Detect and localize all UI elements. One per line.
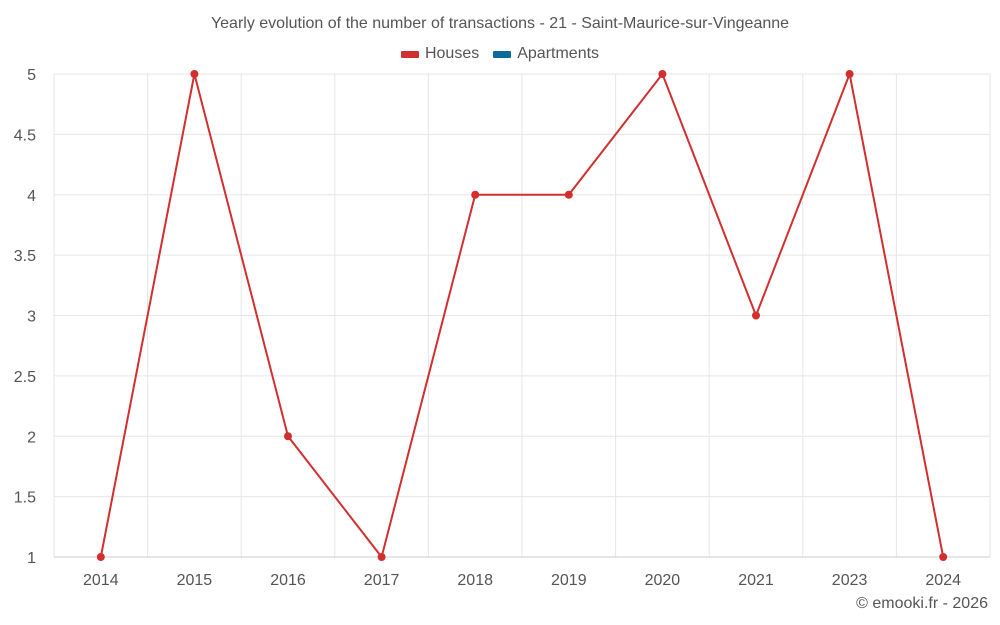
y-tick-label: 2 xyxy=(27,429,36,446)
x-tick-label: 2024 xyxy=(925,572,961,589)
data-point-houses xyxy=(564,190,573,199)
y-tick-label: 5 xyxy=(27,67,36,84)
x-tick-label: 2018 xyxy=(457,572,493,589)
data-point-houses xyxy=(939,553,948,561)
y-tick-label: 3 xyxy=(27,309,36,326)
y-tick-label: 2.5 xyxy=(14,369,36,386)
chart-title: Yearly evolution of the number of transa… xyxy=(210,15,790,32)
data-point-houses xyxy=(658,70,667,78)
legend: Houses Apartments xyxy=(0,45,1000,63)
data-point-houses xyxy=(190,70,199,78)
x-tick-label: 2015 xyxy=(177,572,213,589)
x-tick-label: 2023 xyxy=(832,572,868,589)
legend-swatch-houses xyxy=(400,50,419,58)
y-tick-label: 4.5 xyxy=(14,127,36,144)
credit-text: © emooki.fr - 2026 xyxy=(856,595,988,612)
legend-item-apartments[interactable]: Apartments xyxy=(493,45,599,63)
data-point-houses xyxy=(96,553,105,561)
x-tick-label: 2014 xyxy=(83,572,119,589)
data-point-houses xyxy=(377,553,386,561)
x-tick-label: 2021 xyxy=(738,572,774,589)
legend-label-houses: Houses xyxy=(424,45,480,62)
legend-label-apartments: Apartments xyxy=(517,45,600,62)
y-tick-label: 1 xyxy=(27,550,36,567)
data-point-houses xyxy=(752,311,760,320)
series-line-houses xyxy=(99,73,945,558)
data-point-houses xyxy=(284,432,292,441)
legend-item-houses[interactable]: Houses xyxy=(400,45,480,63)
legend-swatch-apartments xyxy=(493,50,512,58)
data-point-houses xyxy=(845,70,854,78)
x-tick-label: 2017 xyxy=(364,572,400,589)
y-tick-label: 4 xyxy=(27,188,36,205)
y-tick-label: 1.5 xyxy=(14,490,36,507)
data-point-houses xyxy=(471,190,480,199)
x-tick-label: 2019 xyxy=(551,572,587,589)
x-tick-label: 2020 xyxy=(645,572,681,589)
x-tick-label: 2016 xyxy=(270,572,306,589)
y-tick-label: 3.5 xyxy=(14,248,36,265)
